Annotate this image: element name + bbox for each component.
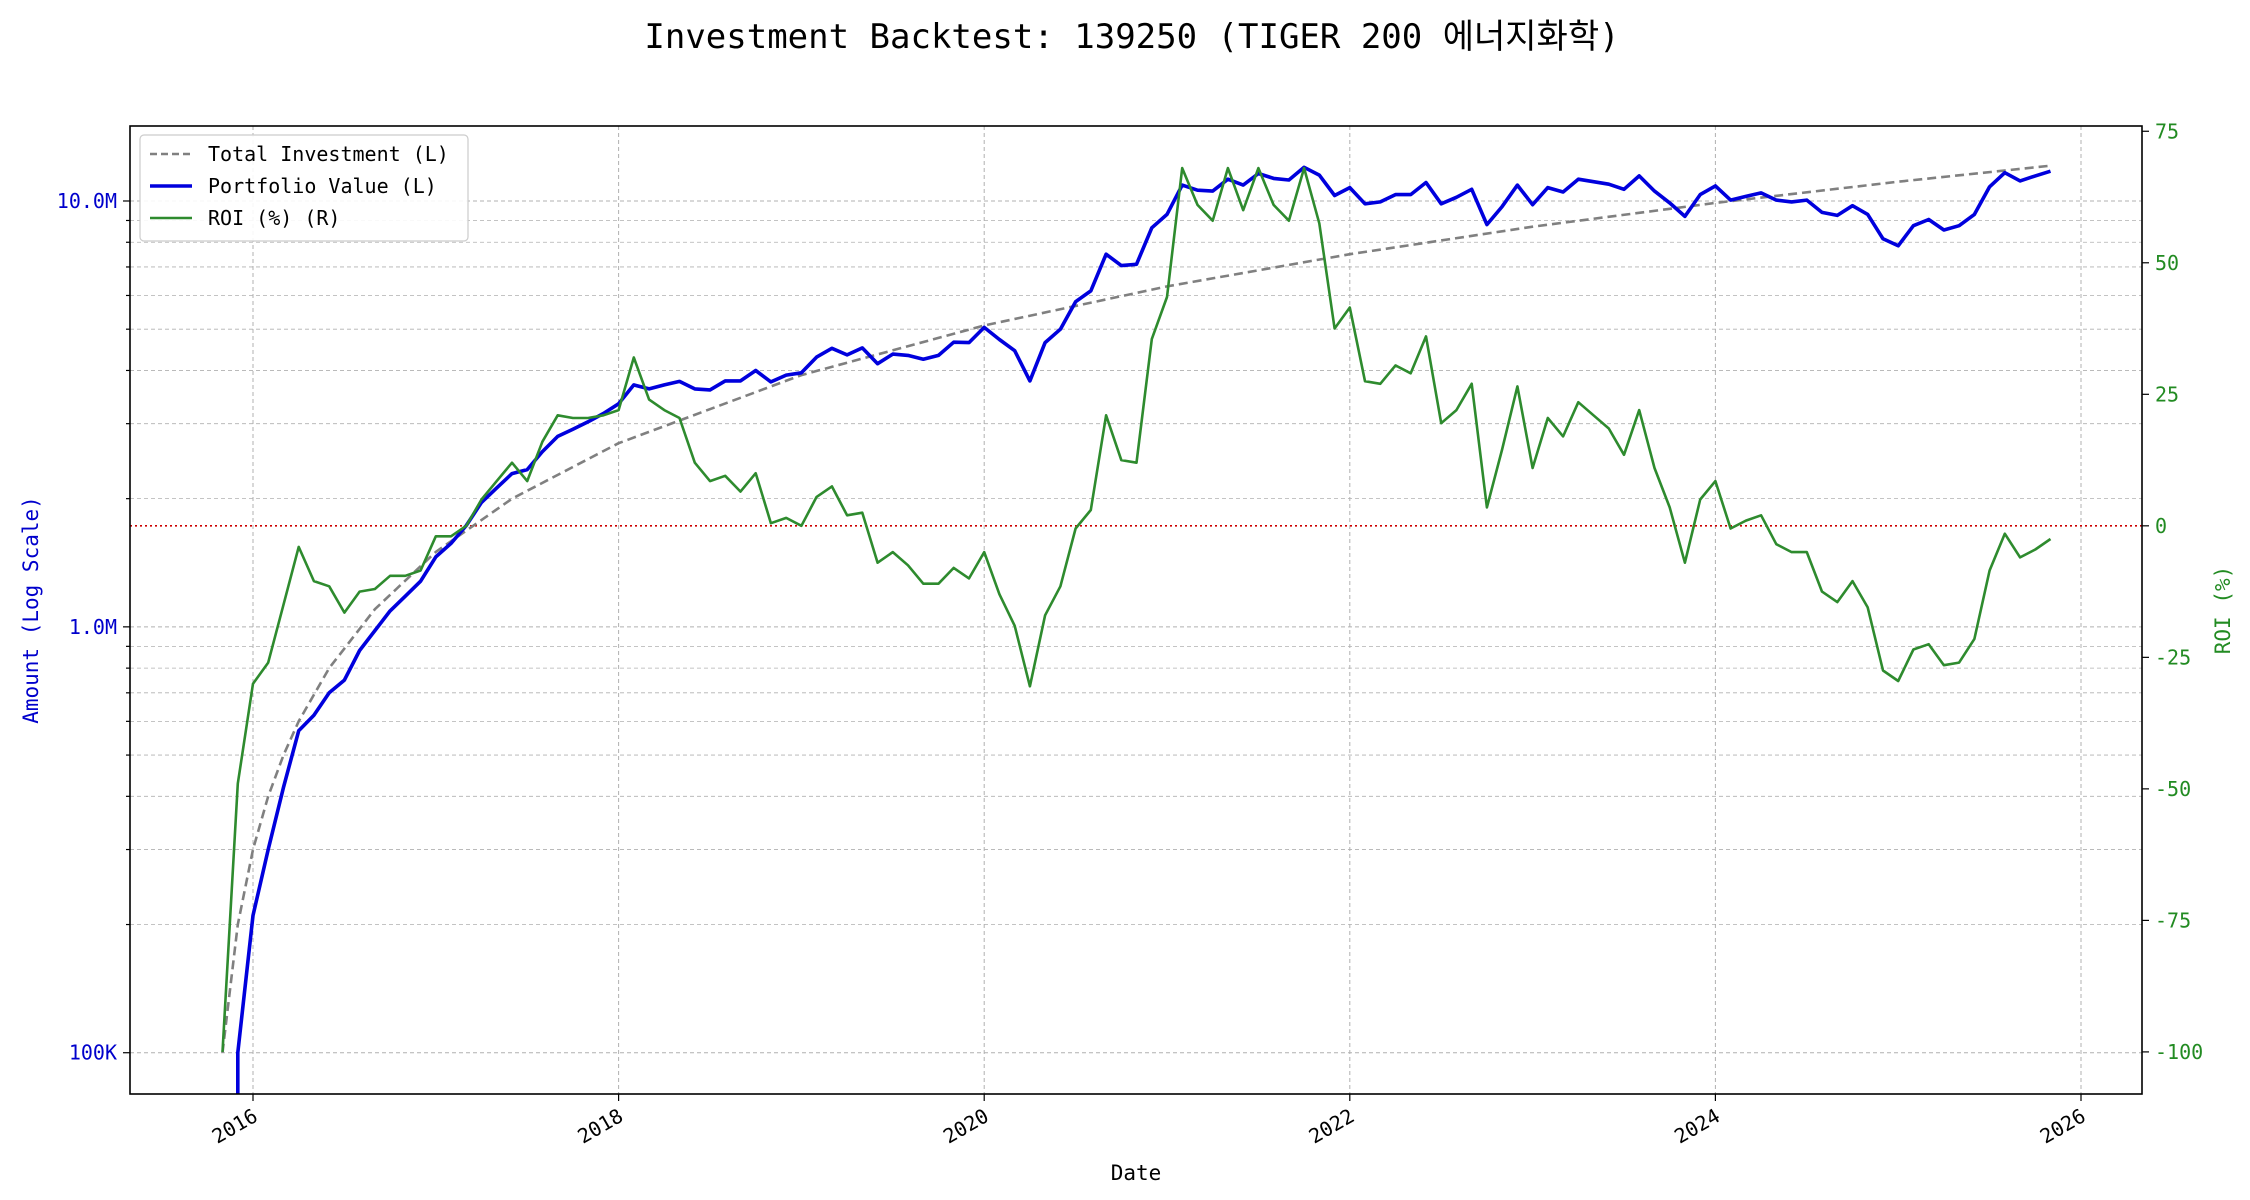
right-tick-label: -75 (2155, 908, 2191, 932)
x-tick-label: 2026 (2036, 1104, 2090, 1149)
right-tick-label: 25 (2155, 382, 2179, 406)
x-tick-label: 2024 (1670, 1104, 1724, 1149)
x-axis-label: Date (1111, 1161, 1162, 1185)
right-tick-label: -100 (2155, 1040, 2203, 1064)
left-tick-label: 100K (69, 1041, 117, 1065)
roi-line (221, 166, 2052, 1052)
left-axis-ticks: 100K 1.0M 10.0M (57, 189, 130, 1065)
x-tick-label: 2016 (208, 1104, 262, 1149)
x-axis-ticks: 2016 2018 2020 2022 2024 2026 (208, 1094, 2090, 1148)
left-axis-label: Amount (Log Scale) (19, 496, 43, 724)
series-layer (221, 164, 2052, 1094)
x-tick-label: 2018 (573, 1104, 627, 1149)
right-tick-label: -25 (2155, 645, 2191, 669)
grid (130, 126, 2142, 1094)
legend-label-investment: Total Investment (L) (208, 142, 449, 166)
legend-label-roi: ROI (%) (R) (208, 206, 340, 230)
right-tick-label: 0 (2155, 514, 2167, 538)
portfolio-line (236, 165, 2052, 1094)
right-axis-ticks: -100 -75 -50 -25 0 25 50 75 (2142, 119, 2203, 1064)
right-tick-label: 50 (2155, 251, 2179, 275)
investment-line (221, 164, 2051, 1053)
x-tick-label: 2022 (1305, 1104, 1359, 1149)
legend-frame (139, 134, 469, 242)
left-tick-label: 1.0M (69, 615, 117, 639)
right-tick-label: -50 (2155, 777, 2191, 801)
chart-title: Investment Backtest: 139250 (TIGER 200 에… (644, 17, 1619, 57)
right-axis-label: ROI (%) (2211, 566, 2235, 655)
plot-frame (129, 125, 2143, 1095)
left-tick-label: 10.0M (57, 189, 117, 213)
legend: Total Investment (L) Portfolio Value (L)… (139, 134, 469, 242)
x-tick-label: 2020 (939, 1104, 993, 1149)
right-tick-label: 75 (2155, 119, 2179, 143)
legend-label-portfolio: Portfolio Value (L) (208, 174, 437, 198)
